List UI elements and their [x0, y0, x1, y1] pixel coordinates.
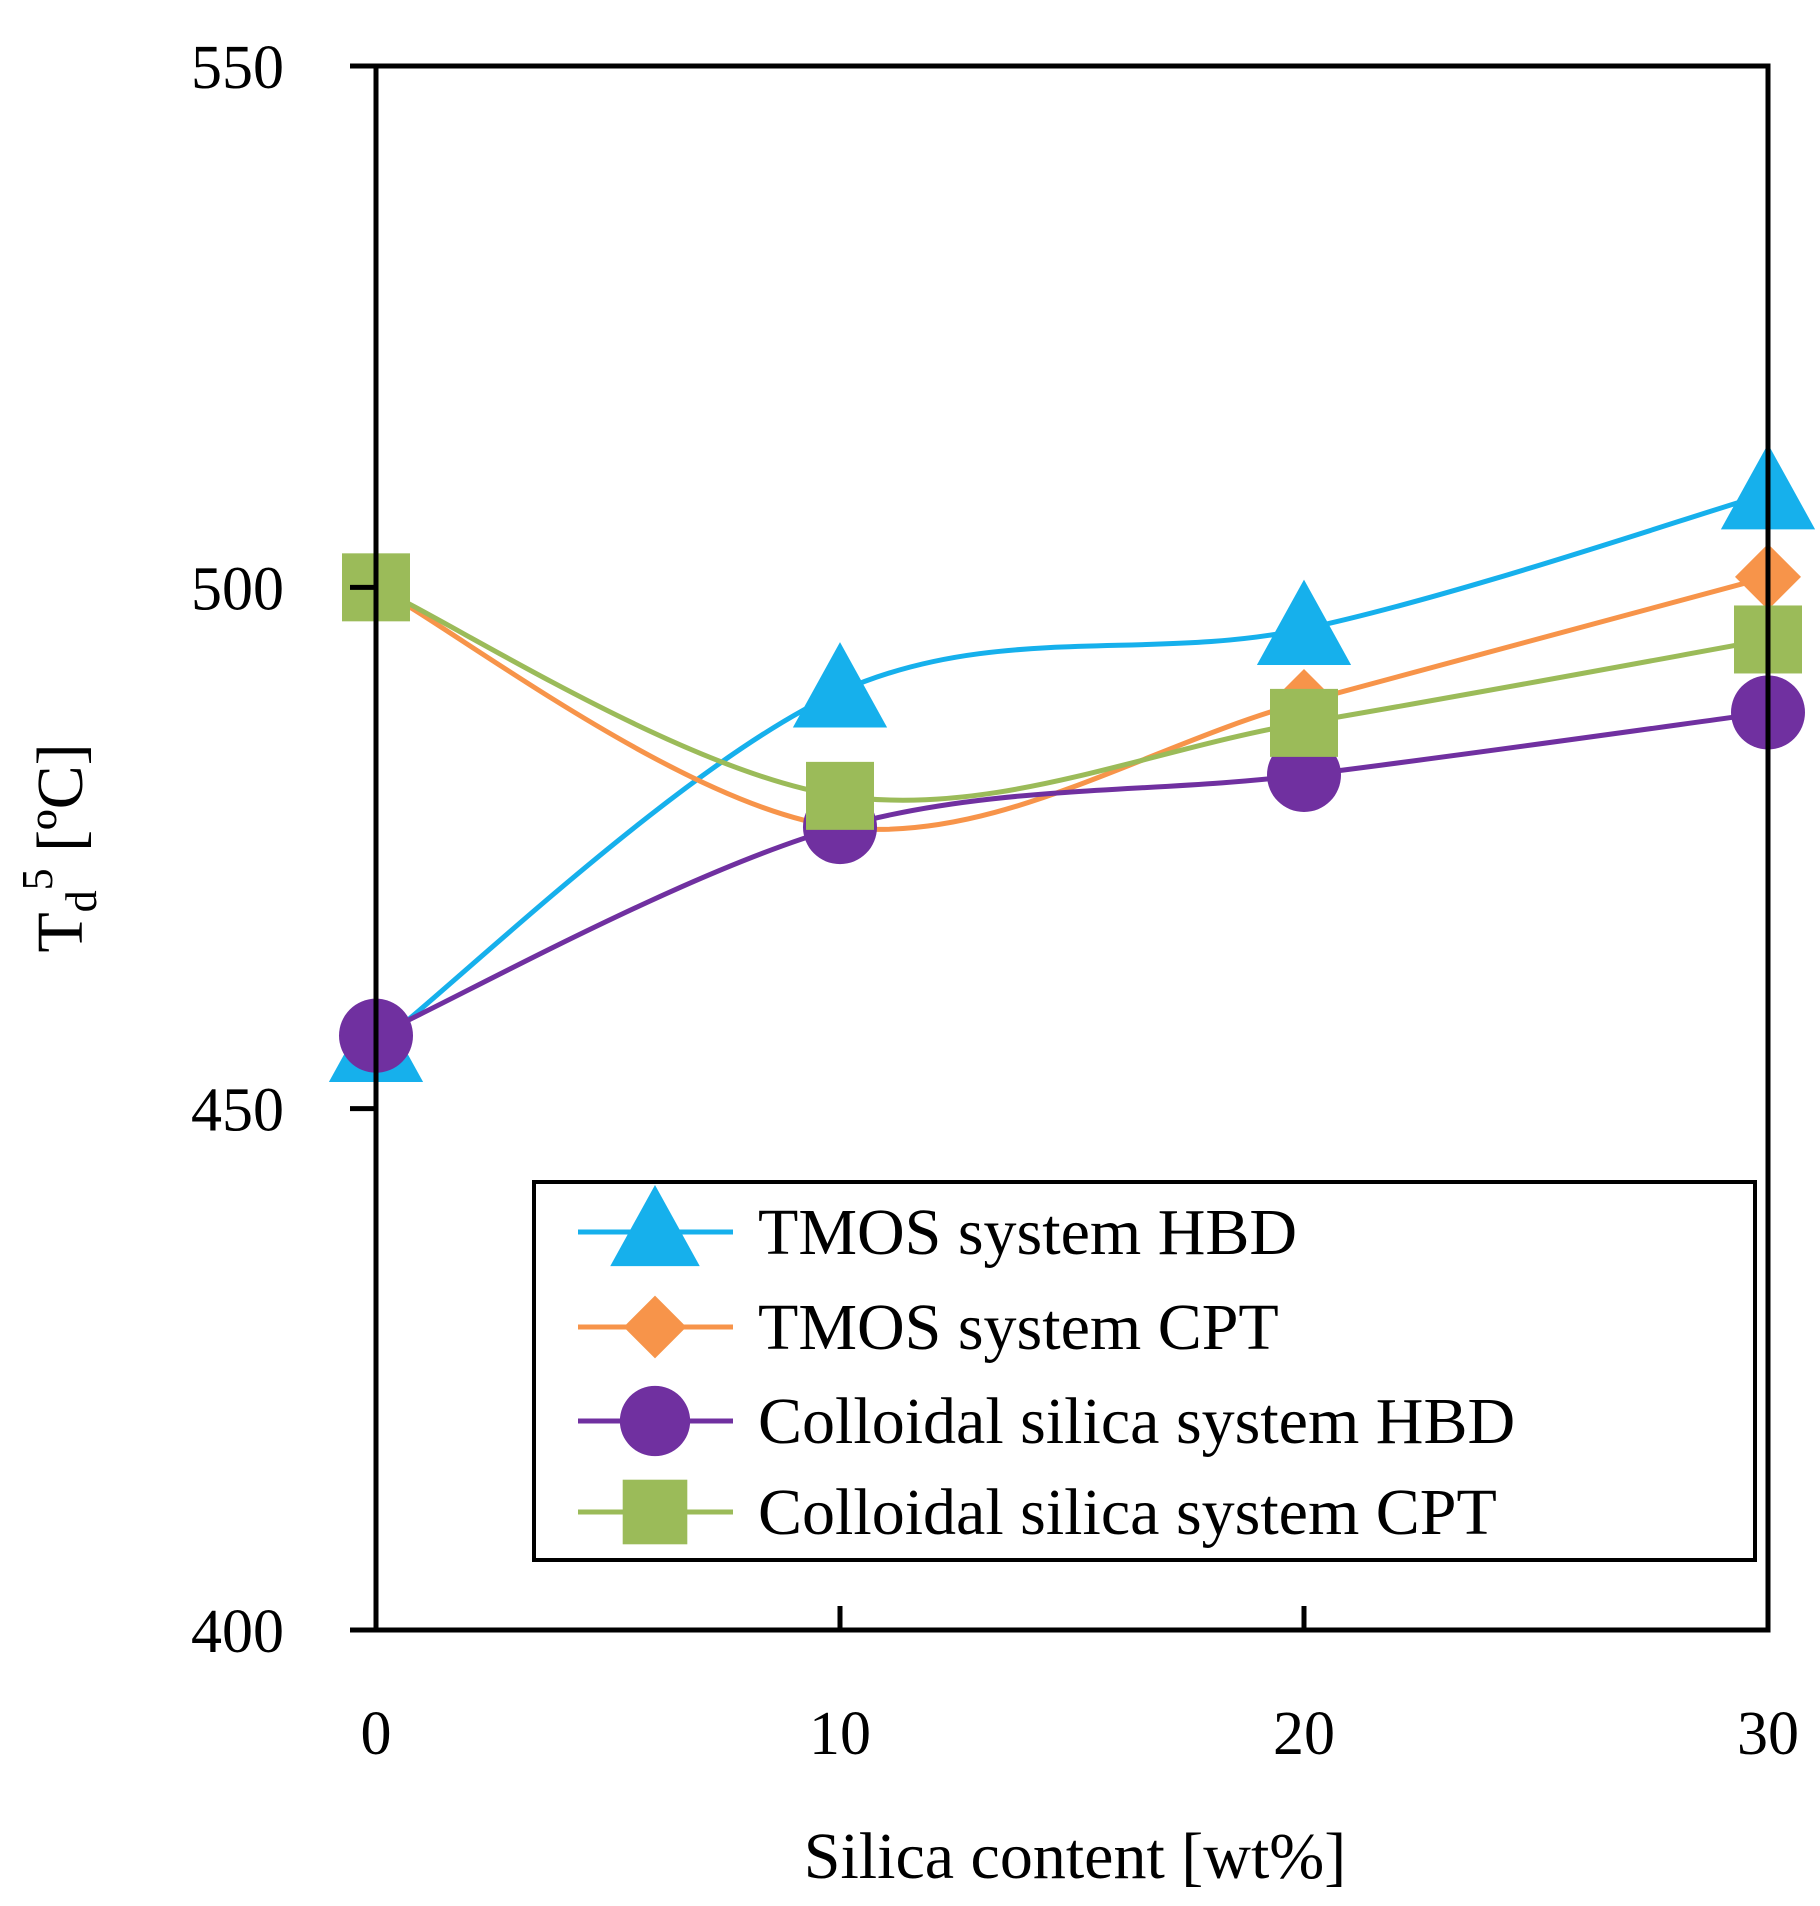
x-tick-label: 10 — [809, 1700, 871, 1768]
legend: TMOS system HBD TMOS system CPT Colloidal … — [532, 1180, 1757, 1562]
legend-marker-diamond — [623, 1295, 687, 1359]
series-markers-3 — [339, 675, 1805, 1073]
legend-label: TMOS system HBD — [758, 1196, 1297, 1269]
series-markers-4 — [342, 553, 1802, 830]
legend-marker-square — [622, 1479, 688, 1545]
data-point-triangle — [1256, 579, 1352, 665]
series-1 — [374, 491, 1769, 1049]
series-markers-1 — [328, 444, 1816, 1083]
x-tick-label: 0 — [361, 1700, 392, 1768]
series-4 — [374, 585, 1769, 803]
y-axis-title-main: T — [24, 912, 97, 952]
legend-item: TMOS system HBD — [578, 1184, 1297, 1269]
plot-frame — [373, 63, 1771, 1633]
y-tick-label: 400 — [191, 1598, 284, 1666]
y-axis-title-superscript: 5 — [13, 868, 62, 890]
y-tick-label: 550 — [191, 34, 284, 102]
y-axis-title-subscript: d — [57, 890, 106, 912]
legend-item: Colloidal silica system HBD — [578, 1385, 1515, 1458]
data-point-square — [806, 761, 874, 830]
y-tick-label: 500 — [191, 555, 284, 623]
series-line — [374, 709, 1769, 1038]
legend-label: Colloidal silica system CPT — [758, 1476, 1497, 1549]
legend-marker-triangle — [610, 1184, 700, 1267]
legend-box — [532, 1180, 1757, 1562]
legend-label: TMOS system CPT — [758, 1291, 1279, 1364]
legend-item: Colloidal silica system CPT — [578, 1476, 1497, 1549]
legend-marker-circle — [619, 1385, 691, 1457]
series-3 — [374, 709, 1769, 1038]
y-axis-title-unit: [ºC] — [24, 743, 97, 868]
data-point-triangle — [792, 642, 888, 728]
legend-items: TMOS system HBD TMOS system CPT Colloidal … — [578, 1184, 1515, 1549]
data-point-square — [1270, 688, 1338, 757]
legend-item: TMOS system CPT — [578, 1291, 1279, 1364]
series-line — [374, 491, 1769, 1049]
y-axis-title: Td5 [ºC] — [13, 743, 106, 952]
series-line — [374, 585, 1769, 803]
y-tick-label: 450 — [191, 1077, 284, 1145]
legend-label: Colloidal silica system HBD — [758, 1385, 1515, 1458]
series-layer — [328, 444, 1816, 1083]
x-tick-label: 30 — [1737, 1700, 1799, 1768]
x-tick-label: 20 — [1273, 1700, 1335, 1768]
x-axis-title: Silica content [wt%] — [804, 1820, 1347, 1893]
ticks-layer: 400 450 500 550 0 10 20 30 — [191, 34, 1799, 1768]
